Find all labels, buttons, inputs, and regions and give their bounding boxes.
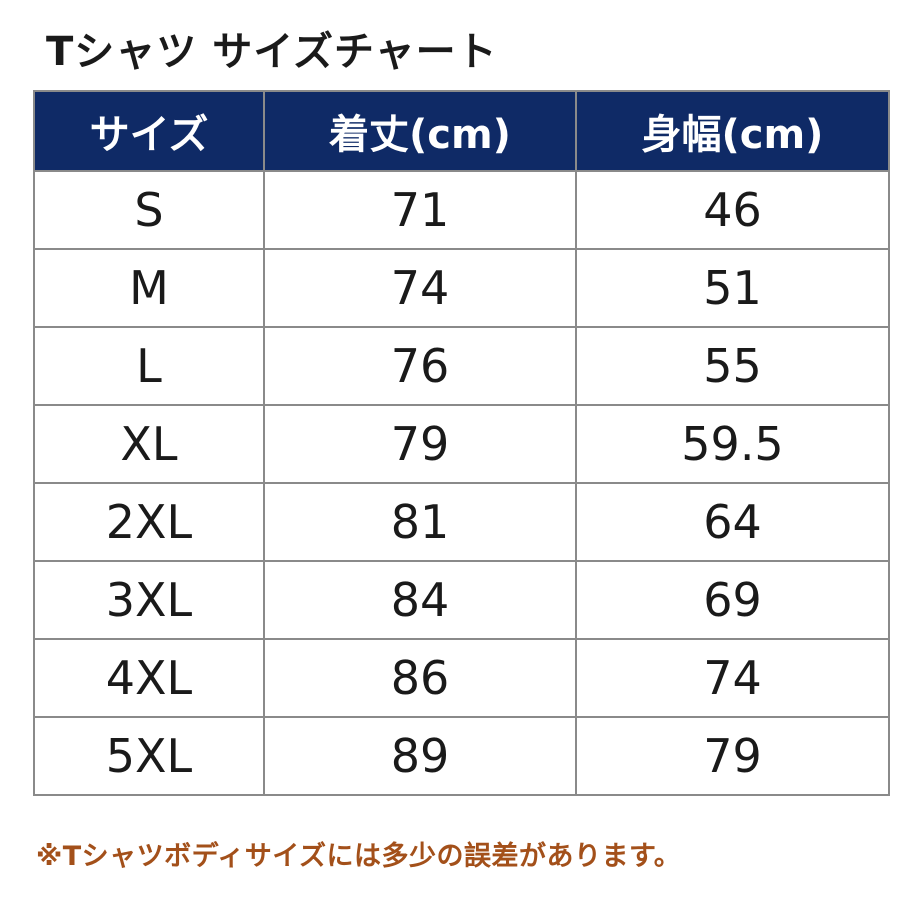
size-chart-table: サイズ 着丈(cm) 身幅(cm) S 71 46 M 74 51 L 76 5… — [33, 90, 890, 796]
size-disclaimer-note: ※Tシャツボディサイズには多少の誤差があります。 — [36, 841, 682, 872]
header-length: 着丈(cm) — [263, 90, 577, 172]
cell-size: L — [33, 326, 265, 406]
table-row: L 76 55 — [33, 326, 890, 406]
header-size: サイズ — [33, 90, 265, 172]
table-row: S 71 46 — [33, 170, 890, 250]
cell-length: 81 — [263, 482, 577, 562]
table-row: 5XL 89 79 — [33, 716, 890, 796]
cell-width: 55 — [575, 326, 890, 406]
page-title: Tシャツ サイズチャート — [46, 29, 498, 75]
cell-length: 79 — [263, 404, 577, 484]
cell-size: 3XL — [33, 560, 265, 640]
cell-size: 5XL — [33, 716, 265, 796]
header-width: 身幅(cm) — [575, 90, 890, 172]
cell-length: 76 — [263, 326, 577, 406]
table-body: S 71 46 M 74 51 L 76 55 XL 79 59.5 2XL 8… — [33, 170, 890, 796]
table-row: 3XL 84 69 — [33, 560, 890, 640]
table-row: M 74 51 — [33, 248, 890, 328]
cell-width: 64 — [575, 482, 890, 562]
cell-size: 2XL — [33, 482, 265, 562]
cell-width: 59.5 — [575, 404, 890, 484]
cell-size: M — [33, 248, 265, 328]
cell-length: 84 — [263, 560, 577, 640]
table-header: サイズ 着丈(cm) 身幅(cm) — [33, 90, 890, 172]
cell-width: 69 — [575, 560, 890, 640]
cell-width: 46 — [575, 170, 890, 250]
table-row: XL 79 59.5 — [33, 404, 890, 484]
cell-length: 71 — [263, 170, 577, 250]
table-row: 4XL 86 74 — [33, 638, 890, 718]
cell-size: 4XL — [33, 638, 265, 718]
cell-length: 89 — [263, 716, 577, 796]
cell-length: 86 — [263, 638, 577, 718]
cell-width: 79 — [575, 716, 890, 796]
table-row: 2XL 81 64 — [33, 482, 890, 562]
cell-width: 74 — [575, 638, 890, 718]
cell-width: 51 — [575, 248, 890, 328]
cell-length: 74 — [263, 248, 577, 328]
table-header-row: サイズ 着丈(cm) 身幅(cm) — [33, 90, 890, 172]
cell-size: S — [33, 170, 265, 250]
cell-size: XL — [33, 404, 265, 484]
